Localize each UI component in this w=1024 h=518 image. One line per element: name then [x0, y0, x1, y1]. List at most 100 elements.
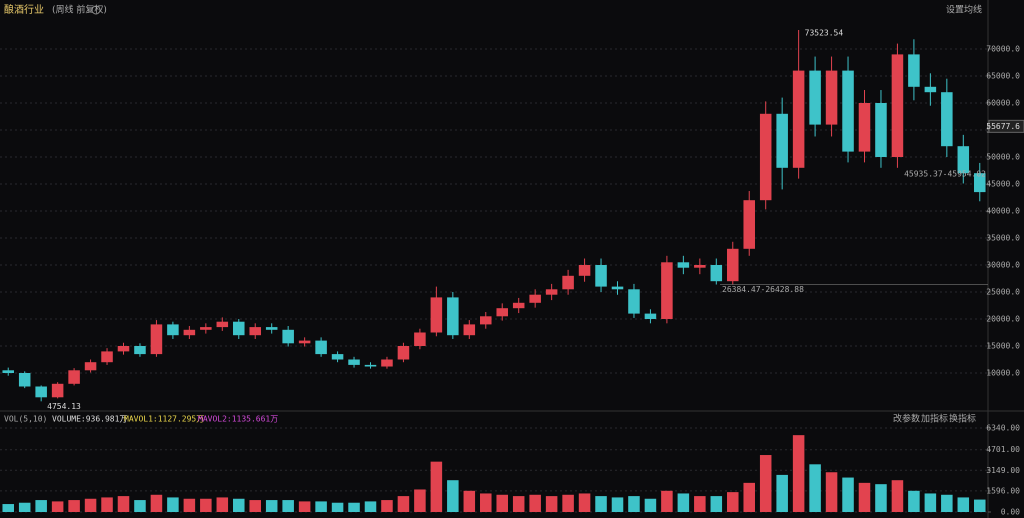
candle-body — [51, 383, 64, 398]
candle-body — [661, 262, 673, 319]
candle-body — [628, 289, 640, 314]
volume-bar — [694, 496, 706, 512]
vol-legend: MAVOL2:1135.661万 — [198, 415, 278, 424]
candle-body — [233, 321, 245, 336]
y-tick-label: 10000.0 — [986, 368, 1020, 377]
volume-bar — [101, 497, 113, 512]
volume-bar — [727, 492, 739, 512]
volume-bar — [512, 496, 525, 512]
low-label: 4754.13 — [47, 402, 81, 411]
volume-bar — [282, 500, 294, 512]
volume-bar — [759, 455, 772, 512]
volume-bar — [941, 494, 953, 512]
volume-bar — [858, 482, 871, 512]
candle-body — [562, 275, 574, 290]
volume-bar — [249, 500, 261, 512]
volume-bar — [463, 490, 476, 512]
level-label: 45935.37-45954.02 — [904, 169, 986, 178]
volume-bar — [2, 504, 14, 512]
candle-body — [84, 362, 97, 371]
candle-body — [578, 264, 591, 276]
volume-bar — [216, 497, 229, 512]
chart-title: 酿酒行业 — [4, 3, 44, 16]
volume-bar — [809, 464, 821, 512]
volume-bar — [957, 497, 970, 512]
candle-body — [2, 370, 14, 373]
volume-bar — [578, 493, 591, 512]
candle-body — [941, 92, 953, 147]
volume-bar — [924, 493, 937, 512]
vol-button[interactable]: 换指标 — [949, 413, 976, 425]
candle-body — [957, 146, 970, 174]
candle-body — [167, 324, 179, 336]
price-tag: 55677.6 — [986, 122, 1020, 131]
vol-button[interactable]: 改参数 — [893, 413, 920, 425]
volume-bar — [825, 472, 838, 512]
candle-body — [512, 302, 525, 309]
y-tick-label: 35000.0 — [986, 233, 1020, 242]
chart-subtitle: (周线 前复权) — [52, 4, 107, 16]
candle-body — [282, 329, 294, 344]
volume-bar — [875, 484, 887, 512]
settings-icon[interactable] — [91, 5, 101, 15]
volume-bar — [35, 500, 47, 512]
volume-bar — [529, 494, 541, 512]
y-tick-label: 0.00 — [1001, 508, 1020, 517]
candle-body — [677, 262, 690, 268]
candle-body — [875, 102, 887, 157]
volume-bar — [200, 498, 212, 512]
candle-body — [265, 327, 278, 330]
candle-body — [743, 200, 755, 249]
candle-body — [68, 370, 80, 384]
vol-button[interactable]: 加指标 — [921, 413, 948, 425]
volume-bar — [84, 498, 97, 512]
y-tick-label: 25000.0 — [986, 287, 1020, 296]
volume-bar — [447, 480, 459, 512]
volume-bar — [644, 498, 657, 512]
vol-legend: VOL(5,10) — [4, 415, 47, 424]
volume-bar — [414, 489, 426, 512]
candle-body — [183, 329, 196, 336]
high-label: 73523.54 — [805, 28, 844, 37]
ma-button[interactable]: 设置均线 — [946, 4, 982, 16]
volume-bar — [348, 502, 360, 512]
y-tick-label: 45000.0 — [986, 179, 1020, 188]
candle-body — [35, 386, 47, 398]
y-tick-label: 1596.00 — [986, 486, 1020, 495]
volume-bar — [891, 480, 904, 512]
candle-body — [759, 113, 772, 201]
volume-bar — [480, 493, 492, 512]
vol-legend: MAVOL1:1127.295万 — [124, 415, 204, 424]
candle-body — [792, 70, 805, 168]
volume-bar — [117, 496, 130, 512]
volume-bar — [51, 501, 64, 512]
candle-body — [101, 351, 113, 363]
volume-bar — [68, 500, 80, 512]
volume-bar — [595, 496, 607, 512]
candle-body — [858, 102, 871, 152]
volume-bar — [315, 501, 327, 512]
candle-body — [891, 54, 904, 157]
volume-bar — [792, 435, 805, 512]
level-label: 26384.47-26428.88 — [722, 285, 804, 294]
candle-body — [496, 308, 508, 317]
y-tick-label: 20000.0 — [986, 314, 1020, 323]
candle-body — [150, 324, 163, 355]
volume-bar — [18, 502, 31, 512]
volume-bar — [381, 500, 393, 512]
candle-body — [924, 86, 937, 93]
volume-bar — [233, 498, 245, 512]
candle-body — [727, 248, 739, 282]
volume-bar — [842, 477, 854, 512]
candle-body — [842, 70, 854, 152]
candle-body — [397, 345, 410, 360]
volume-bar — [677, 493, 690, 512]
candle-body — [381, 359, 393, 367]
candle-body — [595, 264, 607, 287]
candle-body — [18, 372, 31, 387]
y-tick-label: 15000.0 — [986, 341, 1020, 350]
volume-bar — [974, 499, 986, 512]
candle-body — [825, 70, 838, 125]
